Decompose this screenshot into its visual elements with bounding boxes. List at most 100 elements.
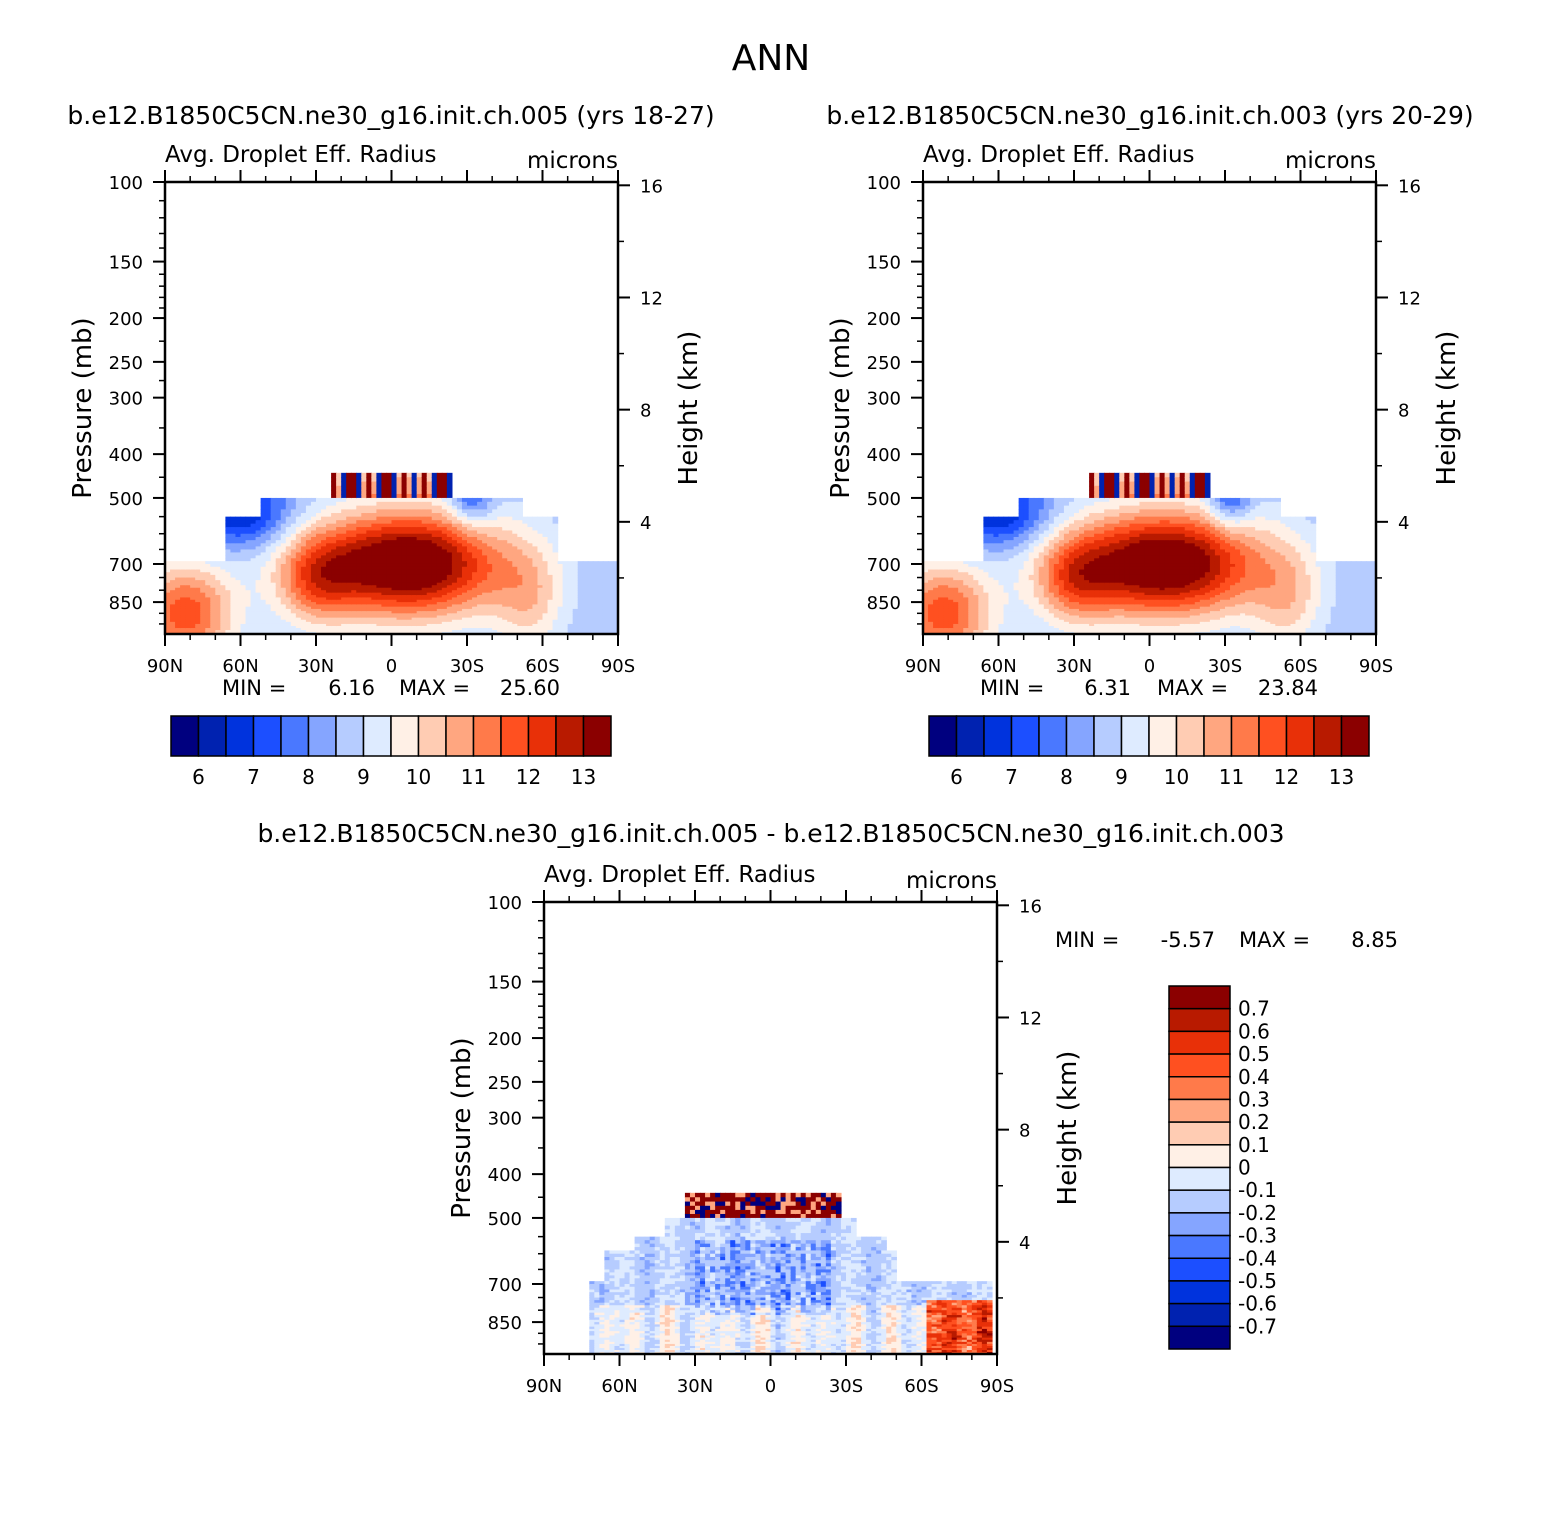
panel-a-cell bbox=[321, 587, 327, 591]
panel-a-cell bbox=[170, 572, 176, 576]
panel-a-cell bbox=[165, 574, 171, 579]
panel-a-cell bbox=[321, 533, 327, 538]
panel-a-cell bbox=[285, 611, 292, 614]
panel-a-cell bbox=[592, 613, 599, 617]
panel-a-cell bbox=[376, 533, 383, 538]
panel-a-cell bbox=[497, 572, 503, 576]
panel-a-cell bbox=[477, 527, 483, 532]
panel-a-cell bbox=[270, 552, 277, 556]
panel-a-cell bbox=[472, 599, 478, 603]
panel-a-cell bbox=[285, 572, 292, 576]
panel-a-cell bbox=[612, 582, 618, 586]
panel-b-cell bbox=[943, 566, 949, 571]
panel-a-cell bbox=[522, 555, 528, 559]
panel-a-cell bbox=[552, 546, 559, 551]
panel-a-cell bbox=[305, 505, 312, 510]
panel-a-cell bbox=[386, 611, 393, 614]
panel-b-cell bbox=[1013, 621, 1020, 625]
panel-b-cell bbox=[923, 619, 929, 623]
panel-a-cell bbox=[270, 540, 277, 544]
panel-a-cell bbox=[356, 580, 362, 584]
panel-a-cell bbox=[592, 611, 599, 614]
panel-b-cell bbox=[933, 563, 939, 568]
panel-a-cell bbox=[607, 630, 614, 633]
panel-a-cell bbox=[461, 623, 468, 627]
panel-a-cell bbox=[336, 516, 342, 521]
panel-b-cell bbox=[943, 608, 949, 612]
panel-b-cell bbox=[1003, 552, 1010, 556]
panel-a-cell bbox=[351, 558, 357, 562]
panel-b-cell bbox=[978, 587, 984, 591]
panel-a-cell bbox=[326, 566, 332, 571]
panel-a-cell bbox=[356, 604, 362, 608]
panel-a-cell bbox=[170, 599, 176, 603]
panel-a-cell bbox=[250, 527, 257, 532]
panel-a-cell bbox=[310, 623, 317, 627]
panel-a-cell bbox=[310, 621, 317, 625]
panel-b-cell bbox=[988, 546, 995, 551]
panel-b-field bbox=[923, 472, 1376, 634]
panel-a-cell bbox=[507, 523, 513, 528]
panel-a-cell bbox=[451, 530, 458, 535]
panel-a-cell bbox=[290, 533, 297, 538]
panel-a-cell bbox=[472, 611, 478, 614]
panel-b-cell bbox=[1003, 561, 1010, 565]
panel-a-cell bbox=[326, 523, 332, 528]
panel-b-cell bbox=[928, 572, 934, 576]
panel-a-cell bbox=[436, 572, 443, 576]
panel-a-cell bbox=[396, 592, 403, 596]
panel-a-cell bbox=[170, 561, 176, 565]
panel-a-cell bbox=[522, 602, 528, 605]
panel-b-cell bbox=[928, 623, 934, 627]
panel-b-cell bbox=[973, 595, 979, 599]
panel-a-cell bbox=[230, 582, 237, 586]
panel-a-cell bbox=[341, 561, 347, 565]
panel-a-cell bbox=[165, 572, 171, 576]
panel-b-cell bbox=[988, 608, 995, 612]
panel-a-cell bbox=[331, 505, 337, 510]
panel-a-cell bbox=[411, 497, 418, 503]
panel-b-cell bbox=[978, 619, 984, 623]
panel-a-cell bbox=[456, 509, 463, 514]
panel-a-cell bbox=[346, 625, 352, 629]
panel-a-cell bbox=[552, 549, 559, 554]
panel-a-cell bbox=[250, 585, 257, 589]
panel-a-cell bbox=[280, 599, 287, 603]
panel-b-cell bbox=[953, 615, 959, 619]
panel-a-cell bbox=[250, 611, 257, 614]
panel-b-cell bbox=[968, 608, 974, 612]
panel-a-cell bbox=[527, 585, 534, 589]
panel-a-cell bbox=[331, 623, 337, 627]
panel-a-cell bbox=[426, 493, 433, 499]
panel-a-cell bbox=[305, 574, 312, 579]
panel-a-cell bbox=[200, 602, 206, 605]
panel-a-cell bbox=[341, 501, 347, 507]
panel-b-cell bbox=[958, 599, 964, 603]
panel-a-cell bbox=[421, 549, 428, 554]
panel-a-cell bbox=[310, 628, 317, 631]
panel-a-cell bbox=[421, 580, 428, 584]
panel-a-cell bbox=[431, 546, 438, 551]
panel-a-cell bbox=[195, 563, 201, 568]
panel-a-cell bbox=[280, 533, 287, 538]
panel-b-cell bbox=[1013, 569, 1020, 573]
panel-a-cell bbox=[426, 599, 433, 603]
panel-a-cell bbox=[331, 481, 337, 487]
panel-b-cell bbox=[1003, 611, 1010, 614]
panel-a-cell bbox=[582, 602, 589, 605]
panel-a-ytick-label: 300 bbox=[109, 389, 143, 410]
panel-a-cell bbox=[190, 595, 196, 599]
panel-a-cell bbox=[411, 552, 418, 556]
panel-a-cell bbox=[532, 561, 539, 565]
panel-b-cell bbox=[968, 563, 974, 568]
panel-a-cell bbox=[240, 555, 247, 559]
panel-a-cell bbox=[381, 516, 388, 521]
panel-a-cell bbox=[426, 595, 433, 599]
panel-a-cell bbox=[451, 590, 458, 594]
panel-a-cell bbox=[331, 530, 337, 535]
panel-a-cell bbox=[386, 604, 393, 608]
panel-a-cell bbox=[305, 602, 312, 605]
panel-b-cell bbox=[958, 582, 964, 586]
panel-a-cell bbox=[240, 546, 247, 551]
panel-a-cell bbox=[451, 540, 458, 544]
